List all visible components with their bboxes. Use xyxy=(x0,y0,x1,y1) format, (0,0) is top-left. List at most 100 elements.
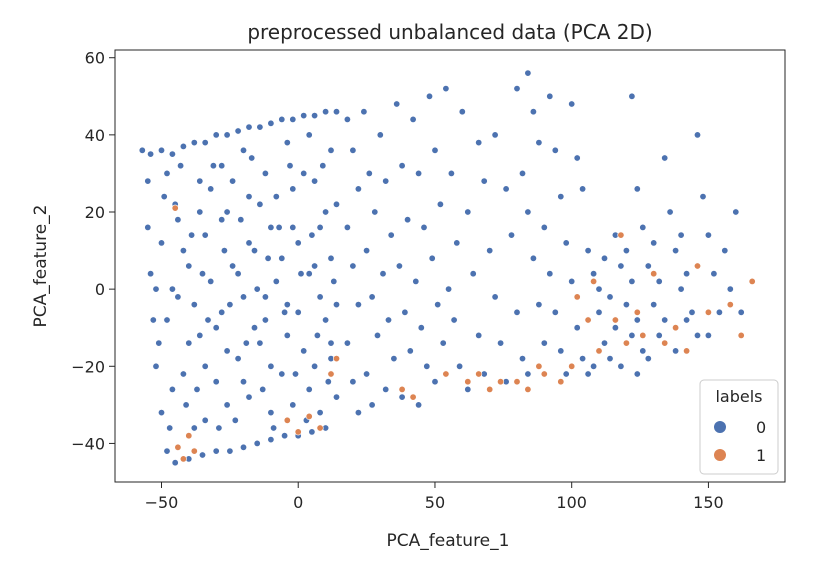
data-point-label-0 xyxy=(551,146,559,154)
data-point-label-0 xyxy=(622,247,630,255)
data-point-label-0 xyxy=(445,285,453,293)
data-point-label-0 xyxy=(710,270,718,278)
data-point-label-0 xyxy=(218,216,226,224)
data-point-label-0 xyxy=(611,324,619,332)
data-point-label-0 xyxy=(524,69,532,77)
data-point-label-0 xyxy=(199,451,207,459)
data-point-label-0 xyxy=(354,185,362,193)
data-point-label-0 xyxy=(464,208,472,216)
data-point-label-0 xyxy=(234,355,242,363)
data-point-label-0 xyxy=(600,339,608,347)
data-point-label-0 xyxy=(245,239,253,247)
data-point-label-0 xyxy=(497,339,505,347)
data-point-label-0 xyxy=(415,169,423,177)
data-point-label-0 xyxy=(223,208,231,216)
data-point-label-0 xyxy=(726,285,734,293)
data-point-label-1 xyxy=(497,378,505,386)
data-point-label-0 xyxy=(283,139,291,147)
data-point-label-0 xyxy=(160,193,168,201)
data-point-label-0 xyxy=(226,447,234,455)
data-point-label-0 xyxy=(518,169,526,177)
data-point-label-0 xyxy=(300,169,308,177)
data-point-label-0 xyxy=(415,401,423,409)
data-point-label-1 xyxy=(557,378,565,386)
data-point-label-0 xyxy=(363,247,371,255)
data-point-label-0 xyxy=(196,208,204,216)
legend-label-0: 0 xyxy=(756,418,766,437)
data-point-label-0 xyxy=(149,316,157,324)
y-tick-label: −20 xyxy=(71,357,105,376)
data-point-label-1 xyxy=(540,370,548,378)
data-point-label-0 xyxy=(349,146,357,154)
data-point-label-0 xyxy=(289,223,297,231)
data-point-label-1 xyxy=(639,331,647,339)
data-point-label-0 xyxy=(155,339,163,347)
data-point-label-0 xyxy=(360,108,368,116)
data-point-label-0 xyxy=(251,247,259,255)
data-point-label-0 xyxy=(294,239,302,247)
data-point-label-0 xyxy=(272,193,280,201)
data-point-label-0 xyxy=(332,108,340,116)
data-point-label-0 xyxy=(524,208,532,216)
data-point-label-0 xyxy=(606,355,614,363)
data-point-label-0 xyxy=(368,401,376,409)
data-point-label-0 xyxy=(650,239,658,247)
data-point-label-0 xyxy=(278,115,286,123)
data-point-label-0 xyxy=(475,139,483,147)
data-point-label-0 xyxy=(737,308,745,316)
data-point-label-0 xyxy=(158,239,166,247)
data-point-label-0 xyxy=(628,277,636,285)
data-point-label-1 xyxy=(185,432,193,440)
data-point-label-1 xyxy=(726,301,734,309)
data-point-label-0 xyxy=(628,331,636,339)
data-point-label-0 xyxy=(330,277,338,285)
data-point-label-0 xyxy=(286,162,294,170)
data-point-label-0 xyxy=(568,100,576,108)
data-point-label-1 xyxy=(622,339,630,347)
data-point-label-0 xyxy=(212,447,220,455)
data-point-label-0 xyxy=(300,112,308,120)
data-point-label-1 xyxy=(283,416,291,424)
data-point-label-0 xyxy=(305,270,313,278)
data-point-label-0 xyxy=(220,247,228,255)
data-point-label-0 xyxy=(240,293,248,301)
data-point-label-1 xyxy=(590,277,598,285)
data-point-label-0 xyxy=(507,231,515,239)
data-point-label-0 xyxy=(546,270,554,278)
data-point-label-0 xyxy=(584,247,592,255)
data-point-label-0 xyxy=(423,362,431,370)
data-point-label-1 xyxy=(179,455,187,463)
data-point-label-1 xyxy=(617,231,625,239)
data-point-label-1 xyxy=(513,378,521,386)
data-point-label-0 xyxy=(278,370,286,378)
data-point-label-0 xyxy=(562,370,570,378)
data-point-label-1 xyxy=(305,412,313,420)
data-point-label-0 xyxy=(628,92,636,100)
data-point-label-0 xyxy=(226,301,234,309)
data-point-label-0 xyxy=(368,293,376,301)
data-point-label-0 xyxy=(138,146,146,154)
data-point-label-0 xyxy=(201,231,209,239)
data-point-label-0 xyxy=(229,177,237,185)
data-point-label-0 xyxy=(644,262,652,270)
data-point-label-0 xyxy=(622,301,630,309)
data-point-label-0 xyxy=(158,146,166,154)
data-point-label-1 xyxy=(683,347,691,355)
x-axis-label: PCA_feature_1 xyxy=(387,531,510,551)
plot-area xyxy=(114,49,786,483)
chart-title: preprocessed unbalanced data (PCA 2D) xyxy=(247,20,652,44)
data-point-label-0 xyxy=(371,208,379,216)
data-point-label-0 xyxy=(201,362,209,370)
data-point-label-0 xyxy=(661,316,669,324)
data-point-label-0 xyxy=(590,270,598,278)
data-point-label-0 xyxy=(256,123,264,131)
data-point-label-0 xyxy=(223,131,231,139)
data-point-label-0 xyxy=(480,177,488,185)
data-point-label-0 xyxy=(354,409,362,417)
x-tick-label: 50 xyxy=(425,493,445,512)
data-point-label-0 xyxy=(595,285,603,293)
data-point-label-0 xyxy=(297,270,305,278)
data-point-label-0 xyxy=(409,115,417,123)
data-point-label-0 xyxy=(529,254,537,262)
